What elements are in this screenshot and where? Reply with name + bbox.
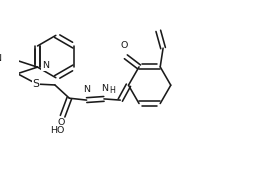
Text: S: S — [33, 79, 40, 89]
Text: H: H — [109, 86, 115, 95]
Text: N: N — [84, 85, 91, 94]
Text: HO: HO — [51, 126, 65, 135]
Text: O: O — [120, 41, 128, 50]
Text: O: O — [58, 118, 65, 127]
Text: N: N — [0, 54, 1, 63]
Text: N: N — [101, 84, 108, 93]
Text: N: N — [42, 61, 49, 70]
